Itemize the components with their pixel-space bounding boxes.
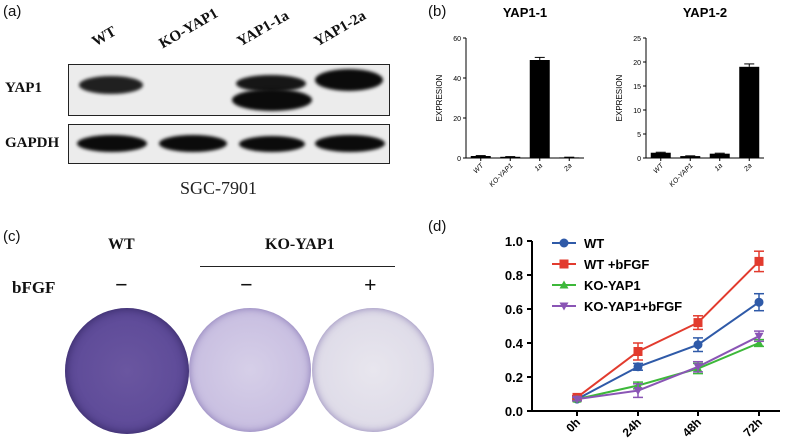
row-label-gapdh: GAPDH bbox=[5, 135, 60, 151]
y-axis-label: EXPRESION bbox=[435, 74, 444, 121]
y-tick-label: 0.0 bbox=[505, 404, 523, 419]
data-point bbox=[754, 332, 764, 341]
legend-label: KO-YAP1+bFGF bbox=[584, 299, 682, 314]
y-tick-label: 15 bbox=[633, 84, 641, 91]
data-point bbox=[693, 318, 703, 328]
group-label-ko-yap1: KO-YAP1 bbox=[265, 236, 335, 253]
y-tick-label: 0 bbox=[457, 156, 461, 163]
x-tick-label: 2a bbox=[742, 162, 753, 173]
lane-label-yap1-2a: YAP1-2a bbox=[311, 7, 369, 51]
x-tick-label: 72h bbox=[741, 415, 766, 440]
colony-dish-wt bbox=[65, 308, 189, 434]
x-tick-label: 1a bbox=[714, 162, 725, 173]
bar-chart-yap1-1: YAP1-1 EXPRESION 0 20 40 60 WT KO-YAP1 1a 2a bbox=[435, 5, 584, 189]
y-tick-label: 0.4 bbox=[505, 336, 524, 351]
gapdh-band-1a bbox=[239, 136, 305, 152]
data-point bbox=[754, 338, 764, 347]
x-tick-label: WT bbox=[473, 162, 486, 175]
y-tick-label: 0.6 bbox=[505, 302, 523, 317]
bar-1a bbox=[529, 60, 550, 158]
bfgf-row-label: bFGF bbox=[12, 278, 56, 297]
y-tick-label: 40 bbox=[453, 76, 461, 83]
data-point bbox=[633, 387, 643, 396]
y-tick-label: 0.8 bbox=[505, 268, 523, 283]
series-line bbox=[576, 342, 760, 401]
panel-label-c: (c) bbox=[3, 228, 21, 245]
bar-chart-yap1-2: YAP1-2 EXPRESION 0 5 10 15 20 25 WT KO-YAP1 1a 2a bbox=[615, 5, 764, 189]
sign-ko-yap1-bfgf: + bbox=[364, 272, 377, 297]
series-line bbox=[576, 260, 760, 399]
lane-label-yap1-1a: YAP1-1a bbox=[234, 7, 292, 51]
sign-ko-yap1: − bbox=[240, 272, 253, 297]
gapdh-band-wt bbox=[77, 135, 147, 152]
lane-label-ko-yap1: KO-YAP1 bbox=[156, 5, 222, 53]
row-label-yap1: YAP1 bbox=[5, 80, 42, 96]
series-line bbox=[576, 335, 760, 401]
bar-2a bbox=[739, 66, 760, 158]
panel-label-d: (d) bbox=[428, 218, 447, 235]
gapdh-band-2a bbox=[315, 135, 385, 152]
y-tick-label: 0.2 bbox=[505, 370, 523, 385]
series-ko-yap1-bfgf bbox=[572, 330, 764, 404]
y-tick-label: 0 bbox=[637, 156, 641, 163]
y-tick-label: 25 bbox=[633, 36, 641, 43]
x-tick-label: 1a bbox=[534, 162, 545, 173]
x-tick-label: 24h bbox=[620, 415, 645, 440]
y-tick-label: 20 bbox=[633, 60, 641, 67]
y-axis-label: EXPRESION bbox=[615, 74, 624, 121]
data-point bbox=[633, 362, 643, 372]
legend-marker bbox=[559, 280, 569, 289]
group-divider-line bbox=[200, 266, 395, 267]
bar-wt bbox=[470, 156, 491, 158]
legend-label: WT bbox=[584, 236, 604, 251]
gapdh-blot-strip bbox=[68, 124, 390, 164]
y-tick-label: 20 bbox=[453, 116, 461, 123]
bar-ko-yap1 bbox=[500, 156, 521, 158]
chart-title: YAP1-1 bbox=[503, 5, 547, 20]
chart-title: YAP1-2 bbox=[683, 5, 727, 20]
bar-2a bbox=[559, 157, 580, 159]
sign-wt: − bbox=[115, 272, 128, 297]
x-tick-label: WT bbox=[653, 162, 666, 175]
yap1-band-1a-lower bbox=[232, 89, 312, 111]
data-point bbox=[693, 363, 703, 372]
y-tick-label: 1.0 bbox=[505, 234, 523, 249]
x-tick-label: 48h bbox=[680, 415, 705, 440]
data-point bbox=[633, 347, 643, 356]
x-tick-label: KO-YAP1 bbox=[669, 162, 695, 188]
yap1-blot-strip bbox=[68, 64, 390, 116]
panel-label-a: (a) bbox=[3, 3, 22, 20]
legend-marker bbox=[559, 302, 569, 311]
gapdh-band-ko-yap1 bbox=[159, 135, 227, 152]
x-tick-label: KO-YAP1 bbox=[489, 162, 515, 188]
yap1-band-2a bbox=[315, 69, 383, 91]
yap1-band-1a-upper bbox=[236, 75, 306, 92]
colony-dish-ko-yap1-bfgf bbox=[312, 308, 434, 432]
group-label-wt: WT bbox=[108, 236, 135, 253]
x-tick-label: 0h bbox=[563, 415, 583, 435]
legend-marker bbox=[559, 259, 569, 269]
bar-ko-yap1 bbox=[680, 156, 701, 158]
x-tick-label: 2a bbox=[562, 162, 573, 173]
yap1-band-wt bbox=[79, 76, 143, 94]
colony-dish-ko-yap1 bbox=[189, 308, 311, 432]
legend-label: KO-YAP1 bbox=[584, 278, 641, 293]
bar-wt bbox=[650, 152, 671, 158]
data-point bbox=[754, 256, 764, 266]
y-tick-label: 5 bbox=[637, 132, 641, 139]
y-tick-label: 60 bbox=[453, 36, 461, 43]
legend-label: WT +bFGF bbox=[584, 257, 649, 272]
series-line bbox=[576, 301, 760, 400]
growth-line-chart: 0.0 0.2 0.4 0.6 0.8 1.0 0h 24h 48h 72h WT WT +bFGF K… bbox=[505, 234, 780, 440]
legend-marker bbox=[559, 238, 569, 248]
cell-line-caption: SGC-7901 bbox=[180, 178, 258, 198]
data-point bbox=[754, 297, 764, 307]
lane-label-wt: WT bbox=[89, 23, 120, 51]
bar-1a bbox=[709, 153, 730, 158]
panel-label-b: (b) bbox=[428, 3, 447, 20]
data-point bbox=[572, 395, 582, 404]
y-tick-label: 10 bbox=[633, 108, 641, 115]
data-point bbox=[693, 340, 703, 350]
